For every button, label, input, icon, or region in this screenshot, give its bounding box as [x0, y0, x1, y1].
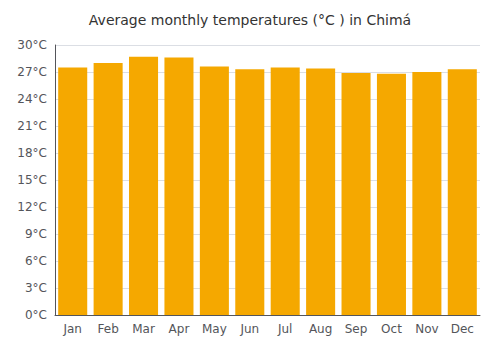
svg-text:Oct: Oct [381, 322, 402, 336]
svg-text:Jun: Jun [239, 322, 259, 336]
svg-text:Dec: Dec [451, 322, 474, 336]
svg-text:Mar: Mar [132, 322, 155, 336]
svg-text:15°C: 15°C [17, 173, 47, 187]
svg-text:12°C: 12°C [17, 200, 47, 214]
svg-text:21°C: 21°C [17, 119, 47, 133]
svg-text:9°C: 9°C [25, 227, 47, 241]
svg-text:Feb: Feb [98, 322, 119, 336]
svg-text:May: May [202, 322, 227, 336]
svg-text:Sep: Sep [345, 322, 368, 336]
svg-text:Jan: Jan [62, 322, 82, 336]
svg-text:18°C: 18°C [17, 146, 47, 160]
svg-text:27°C: 27°C [17, 65, 47, 79]
svg-text:30°C: 30°C [17, 38, 47, 52]
svg-text:0°C: 0°C [25, 308, 47, 322]
svg-text:Aug: Aug [309, 322, 332, 336]
svg-text:Apr: Apr [169, 322, 190, 336]
svg-text:24°C: 24°C [17, 92, 47, 106]
svg-text:3°C: 3°C [25, 281, 47, 295]
svg-text:Jul: Jul [277, 322, 292, 336]
svg-text:6°C: 6°C [25, 254, 47, 268]
svg-text:Average monthly temperatures (: Average monthly temperatures (°C ) in Ch… [89, 12, 411, 28]
svg-text:Nov: Nov [415, 322, 438, 336]
